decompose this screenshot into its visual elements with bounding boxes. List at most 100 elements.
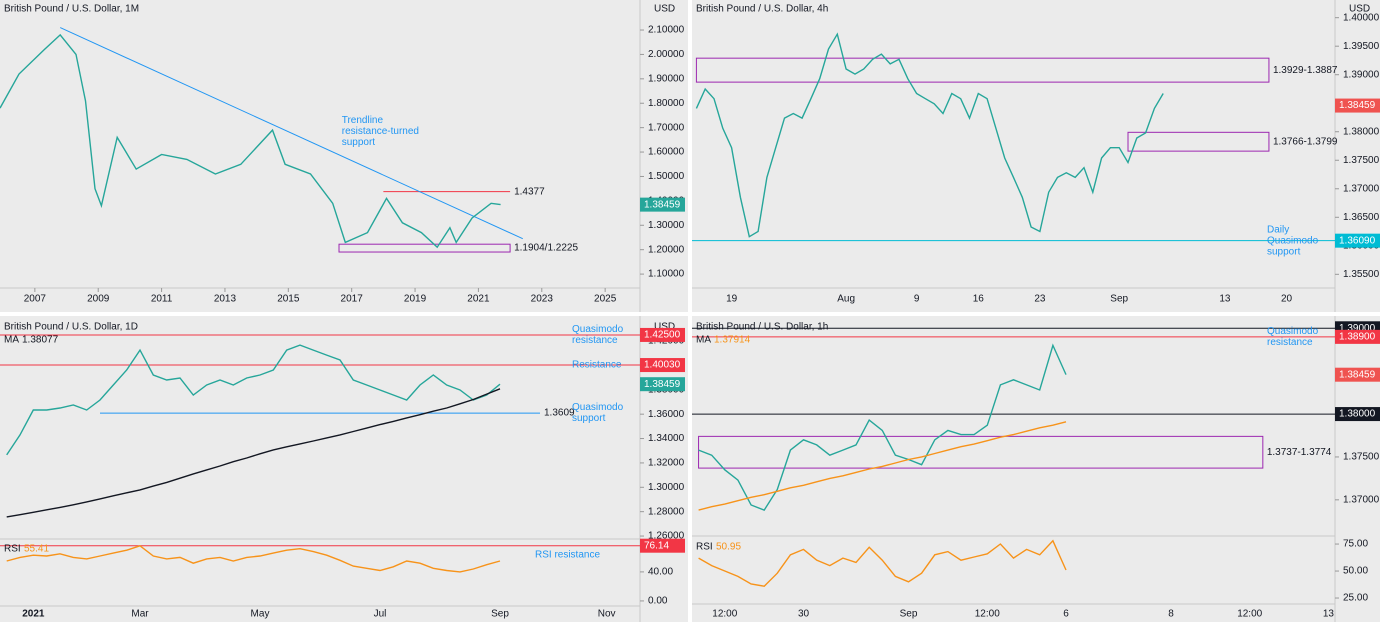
level-tag-label: 1.42500 <box>644 330 681 341</box>
y-tick-label: 1.37500 <box>1343 452 1380 463</box>
legend-value: 55.41 <box>24 544 49 555</box>
price-line <box>698 343 1067 511</box>
ma-line <box>6 388 501 518</box>
x-tick-label: 12:00 <box>712 609 737 620</box>
zone <box>338 243 511 253</box>
price-tag <box>1335 98 1380 113</box>
x-tick-label: Sep <box>491 609 509 620</box>
y-tick-label: 1.10000 <box>648 269 685 280</box>
legend-value: 1.37914 <box>714 335 751 346</box>
x-tick-label: 12:00 <box>975 609 1000 620</box>
x-tick-label: 30 <box>798 609 810 620</box>
y-tick-label: 2.00000 <box>648 49 685 60</box>
annotation: Quasimodo <box>1267 235 1319 246</box>
x-tick-label: 2021 <box>22 609 45 620</box>
y-tick-label: 0.00 <box>648 596 668 607</box>
annotation: RSI resistance <box>535 549 600 560</box>
y-tick-label: 1.32000 <box>648 458 685 469</box>
x-tick-label: 2011 <box>151 294 173 305</box>
y-tick-label: 1.37000 <box>1343 494 1380 505</box>
legend-value: 1.38077 <box>22 335 59 346</box>
level-tag <box>1335 407 1380 422</box>
x-tick-label: 2019 <box>404 294 427 305</box>
y-tick-label: 1.90000 <box>648 73 685 84</box>
x-tick-label: 2009 <box>87 294 110 305</box>
annotation: support <box>572 413 606 424</box>
annotation: Daily <box>1267 224 1289 235</box>
annotation: Resistance <box>572 360 622 371</box>
x-tick-label: 2025 <box>594 294 617 305</box>
level-tag-label: 1.39000 <box>1339 323 1376 334</box>
x-tick-label: 2007 <box>24 294 47 305</box>
level-tag <box>1335 233 1380 248</box>
y-tick-label: 1.40000 <box>1343 12 1380 23</box>
x-tick-label: 9 <box>914 294 920 305</box>
annotation: Trendline <box>342 115 384 126</box>
trendline <box>59 27 523 240</box>
annotation: Quasimodo <box>572 324 624 335</box>
annotation: support <box>1267 246 1301 257</box>
price-tag <box>640 377 685 392</box>
rsi-line <box>698 539 1067 587</box>
price-tag <box>1335 367 1380 382</box>
currency-label: USD <box>654 4 675 15</box>
y-tick-label: 40.00 <box>648 567 673 578</box>
y-tick-label: 1.36000 <box>648 409 685 420</box>
y-tick-label: 1.38000 <box>1343 126 1380 137</box>
rsi-line <box>6 545 501 573</box>
y-tick-label: 2.10000 <box>648 25 685 36</box>
level-label: 1.3609 <box>544 408 575 419</box>
legend-name: MA <box>696 335 711 346</box>
x-tick-label: 16 <box>973 294 985 305</box>
x-tick-label: 20 <box>1281 294 1293 305</box>
x-tick-label: Sep <box>1110 294 1128 305</box>
zone <box>698 435 1264 469</box>
chart-title: British Pound / U.S. Dollar, 1M <box>4 4 139 15</box>
ma-line <box>698 421 1067 511</box>
y-tick-label: 1.20000 <box>648 244 685 255</box>
level-tag <box>640 358 685 373</box>
price-tag-label: 1.38459 <box>1339 369 1376 380</box>
panel-bg <box>692 0 1380 312</box>
level-tag-label: 1.40030 <box>644 360 681 371</box>
y-tick-label: 25.00 <box>1343 593 1368 604</box>
level-tag-label: 1.38900 <box>1339 332 1376 343</box>
price-tag <box>640 197 685 212</box>
y-tick-label: 1.60000 <box>648 147 685 158</box>
annotation: resistance <box>1267 337 1313 348</box>
y-tick-label: 1.35500 <box>1343 269 1380 280</box>
annotation: support <box>342 137 376 148</box>
zone-label: 1.3737-1.3774 <box>1267 447 1332 458</box>
panel-bg <box>692 316 1380 622</box>
zone <box>1127 131 1270 152</box>
y-tick-label: 1.28000 <box>648 506 685 517</box>
x-tick-label: 12:00 <box>1237 609 1262 620</box>
x-tick-label: May <box>251 609 270 620</box>
level-tag-label: 1.36090 <box>1339 235 1376 246</box>
y-tick-label: 1.36500 <box>1343 212 1380 223</box>
chart-title: British Pound / U.S. Dollar, 1D <box>4 322 138 333</box>
y-tick-label: 1.34000 <box>648 433 685 444</box>
x-tick-label: 13 <box>1323 609 1335 620</box>
y-tick-label: 1.30000 <box>648 220 685 231</box>
x-tick-label: 23 <box>1034 294 1046 305</box>
level-tag-label: 1.38000 <box>1339 409 1376 420</box>
x-tick-label: 2021 <box>467 294 490 305</box>
legend-name: MA <box>4 335 19 346</box>
price-line <box>0 33 501 249</box>
price-line <box>6 344 501 456</box>
chart-title: British Pound / U.S. Dollar, 4h <box>696 4 828 15</box>
x-tick-label: Nov <box>598 609 616 620</box>
y-tick-label: 1.37500 <box>1343 155 1380 166</box>
level-label: 1.4377 <box>514 186 545 197</box>
legend-name: RSI <box>696 542 713 553</box>
x-tick-label: Aug <box>837 294 855 305</box>
price-tag-label: 1.38459 <box>644 379 681 390</box>
x-tick-label: 2023 <box>531 294 554 305</box>
y-tick-label: 1.37000 <box>1343 183 1380 194</box>
legend-value: 50.95 <box>716 542 741 553</box>
y-tick-label: 1.39500 <box>1343 41 1380 52</box>
x-tick-label: 2015 <box>277 294 300 305</box>
zone-label: 1.3766-1.3799 <box>1273 136 1338 147</box>
zone <box>695 57 1270 83</box>
